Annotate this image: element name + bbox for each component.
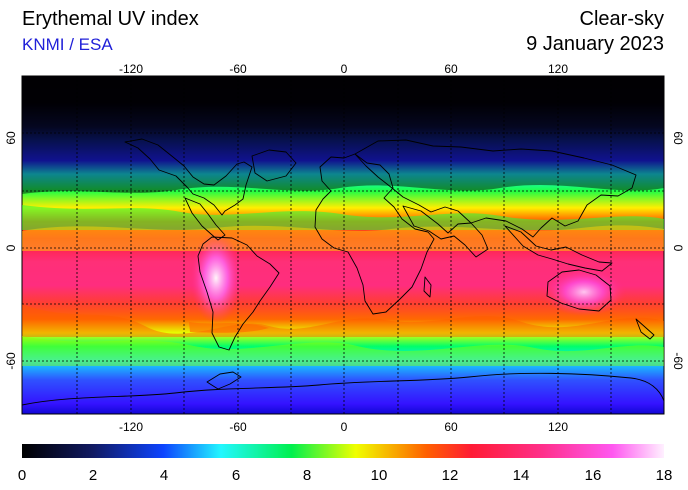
lon-tick-top-120: 120 [548, 62, 568, 76]
sky-condition: Clear-sky [579, 8, 664, 30]
lon-tick-top-minus-120: -120 [119, 62, 143, 76]
lon-tick-top-60: 60 [444, 62, 458, 76]
scale-label-4: 4 [160, 467, 168, 484]
uv-colorbar-ramp [22, 444, 664, 458]
longitude-ticks-top: -120 -60 0 60 120 [119, 62, 568, 76]
lon-tick-bottom-120: 120 [548, 420, 568, 434]
south-america-outline [197, 236, 280, 351]
lat-tick-left-60: 60 [4, 131, 18, 145]
asia-outline [354, 139, 637, 238]
lon-tick-bottom-0: 0 [341, 420, 348, 434]
north-america-outline [124, 138, 253, 216]
southeast-asia-outline [504, 225, 613, 272]
data-source: KNMI / ESA [22, 35, 113, 54]
lon-tick-top-minus-60: -60 [229, 62, 247, 76]
graticule [22, 76, 664, 414]
madagascar-outline [423, 276, 432, 298]
europe-africa-outline [314, 153, 435, 315]
lon-tick-bottom-minus-60: -60 [229, 420, 247, 434]
uv-map-plot-area: 60 0 -60 60 0 -60 -120 -60 0 60 120 -120… [4, 62, 685, 434]
continent-outlines [21, 138, 665, 406]
uv-colorbar: 0 2 4 6 8 10 12 14 16 18 [18, 444, 673, 484]
antarctica-outline [21, 372, 665, 406]
map-date: 9 January 2023 [526, 33, 664, 55]
page-title: Erythemal UV index [22, 8, 199, 30]
lat-tick-right-60: 60 [671, 131, 685, 145]
scale-label-2: 2 [89, 467, 97, 484]
latitude-ticks-right: 60 0 -60 [671, 131, 685, 370]
lat-tick-left-minus-60: -60 [4, 352, 18, 370]
scale-label-10: 10 [371, 467, 388, 484]
scale-label-18: 18 [656, 467, 673, 484]
new-zealand-outline [635, 318, 655, 340]
scale-label-8: 8 [303, 467, 311, 484]
scale-label-0: 0 [18, 467, 26, 484]
australia-outline [546, 269, 612, 312]
scale-label-16: 16 [585, 467, 602, 484]
lat-tick-right-0: 0 [671, 245, 685, 252]
lat-tick-left-0: 0 [4, 244, 18, 251]
lon-tick-top-0: 0 [341, 62, 348, 76]
arabia-india-outline [402, 205, 489, 258]
lon-tick-bottom-minus-120: -120 [119, 420, 143, 434]
longitude-ticks-bottom: -120 -60 0 60 120 [119, 420, 568, 434]
latitude-ticks-left: 60 0 -60 [4, 131, 18, 370]
scale-label-12: 12 [442, 467, 459, 484]
lat-tick-right-minus-60: -60 [671, 352, 685, 370]
antarctic-peninsula-outline [206, 371, 242, 390]
scale-label-6: 6 [232, 467, 240, 484]
greenland-outline [251, 149, 297, 182]
scale-label-14: 14 [513, 467, 530, 484]
lon-tick-bottom-60: 60 [444, 420, 458, 434]
